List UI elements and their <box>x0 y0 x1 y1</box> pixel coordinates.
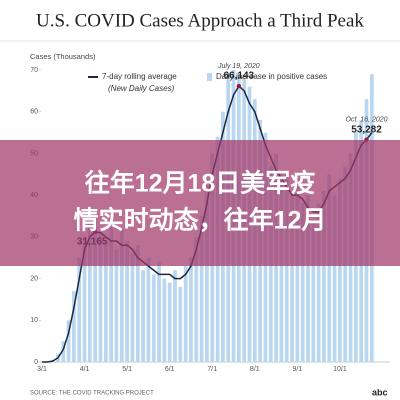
bar <box>173 270 177 362</box>
bar <box>322 190 326 362</box>
x-tick-label: 10/1 <box>333 366 347 373</box>
bar <box>162 278 167 362</box>
bar <box>311 220 316 362</box>
annotation-value: 66,143 <box>224 71 255 82</box>
bar <box>141 270 145 362</box>
x-tick-label: 7/1 <box>207 366 217 373</box>
bar <box>109 224 114 362</box>
bar <box>114 249 119 362</box>
bar <box>295 178 300 362</box>
annotation-date: Oct. 16, 2020 <box>346 117 388 124</box>
legend-label: Daily increase in positive cases <box>216 72 327 81</box>
bar <box>98 232 103 362</box>
bar <box>194 236 199 362</box>
bar <box>157 261 161 362</box>
bar <box>316 203 321 362</box>
bar <box>290 195 294 362</box>
source: SOURCE: THE COVID TRACKING PROJECT <box>30 391 154 397</box>
legend-label: 7-day rolling average <box>102 72 177 81</box>
bar <box>327 174 332 362</box>
y-tick-label: 10 <box>30 317 38 324</box>
bar <box>103 241 108 362</box>
annotation-date: July 19, 2020 <box>217 63 260 70</box>
annotation-value: 53,282 <box>351 124 382 135</box>
bar <box>284 178 289 362</box>
bar <box>300 203 305 362</box>
bar <box>88 224 92 362</box>
bar <box>279 174 284 362</box>
bar <box>332 195 337 362</box>
x-tick-label: 3/1 <box>37 366 47 373</box>
y-tick-label: 20 <box>30 275 38 282</box>
bar <box>130 253 135 362</box>
overlay-text: 往年12月18日美军疫 <box>85 169 316 198</box>
bar <box>189 257 193 362</box>
legend: 7-day rolling average (New Daily Cases) … <box>88 72 327 93</box>
bar <box>66 320 71 362</box>
bar <box>205 186 209 362</box>
y-tick-label: 60 <box>30 109 38 116</box>
bar <box>338 178 342 362</box>
x-tick-label: 8/1 <box>250 366 260 373</box>
y-axis-label: Cases (Thousands) <box>30 52 96 61</box>
x-tick-label: 4/1 <box>80 366 90 373</box>
bar <box>119 228 124 362</box>
x-tick-label: 9/1 <box>292 366 302 373</box>
y-tick-label: 70 <box>30 67 38 74</box>
bar <box>125 241 129 362</box>
bar <box>306 195 310 362</box>
bar <box>93 216 98 362</box>
overlay-text: 情实时动态，往年12月 <box>74 206 327 235</box>
bar <box>61 341 66 362</box>
bar <box>199 216 204 362</box>
y-tick-label: 0 <box>34 359 38 366</box>
bar <box>146 257 151 362</box>
bar <box>135 245 140 362</box>
chart-title: U.S. COVID Cases Approach a Third Peak <box>36 10 364 31</box>
bar <box>72 291 76 362</box>
logo: abc <box>372 387 388 397</box>
overlay-band <box>0 140 400 266</box>
annotation-dot <box>236 83 242 89</box>
x-tick-label: 5/1 <box>122 366 132 373</box>
legend-swatch <box>207 73 212 81</box>
bar <box>167 282 172 362</box>
bar <box>178 286 183 362</box>
bar <box>82 236 87 362</box>
legend-sublabel: (New Daily Cases) <box>108 84 175 93</box>
bar <box>77 257 82 362</box>
bar <box>151 274 156 362</box>
bar <box>183 266 188 362</box>
x-tick-label: 6/1 <box>165 366 175 373</box>
